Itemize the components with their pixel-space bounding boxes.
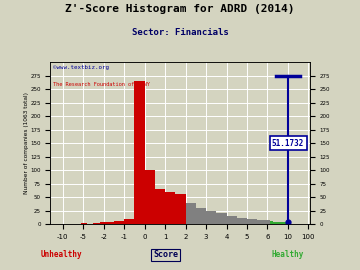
Bar [280,222,283,224]
Bar [155,189,165,224]
Bar [175,194,185,224]
Bar [185,202,196,224]
Bar [196,208,206,224]
Bar [165,192,175,224]
Bar [206,211,216,224]
Text: The Research Foundation of SUNY: The Research Foundation of SUNY [53,82,150,87]
Bar [81,223,83,224]
Bar [270,221,273,224]
Bar [283,222,285,224]
Bar [275,222,278,224]
Bar [83,223,87,224]
Bar [287,219,289,224]
Bar [287,221,289,224]
Text: Healthy: Healthy [272,250,304,259]
Bar [247,219,257,224]
Text: Unhealthy: Unhealthy [40,250,82,259]
Bar [100,222,104,224]
Bar [237,218,247,224]
Bar [287,200,289,224]
Bar [145,170,155,224]
Bar [273,222,275,224]
Text: 51.1732: 51.1732 [272,139,304,148]
Bar [288,222,289,224]
Bar [257,220,267,224]
Bar [93,223,97,224]
Bar [124,219,134,224]
Bar [267,220,270,224]
Text: ©www.textbiz.org: ©www.textbiz.org [53,65,109,70]
Bar [97,223,100,224]
Bar [285,222,288,224]
Bar [134,81,145,224]
Text: Score: Score [153,250,178,259]
Bar [216,213,226,224]
Bar [114,221,124,224]
Bar [278,222,280,224]
Bar [288,223,289,224]
Y-axis label: Number of companies (1063 total): Number of companies (1063 total) [24,92,29,194]
Text: Z'-Score Histogram for ADRD (2014): Z'-Score Histogram for ADRD (2014) [65,4,295,14]
Bar [104,222,114,224]
Bar [226,216,237,224]
Text: Sector: Financials: Sector: Financials [132,28,228,37]
